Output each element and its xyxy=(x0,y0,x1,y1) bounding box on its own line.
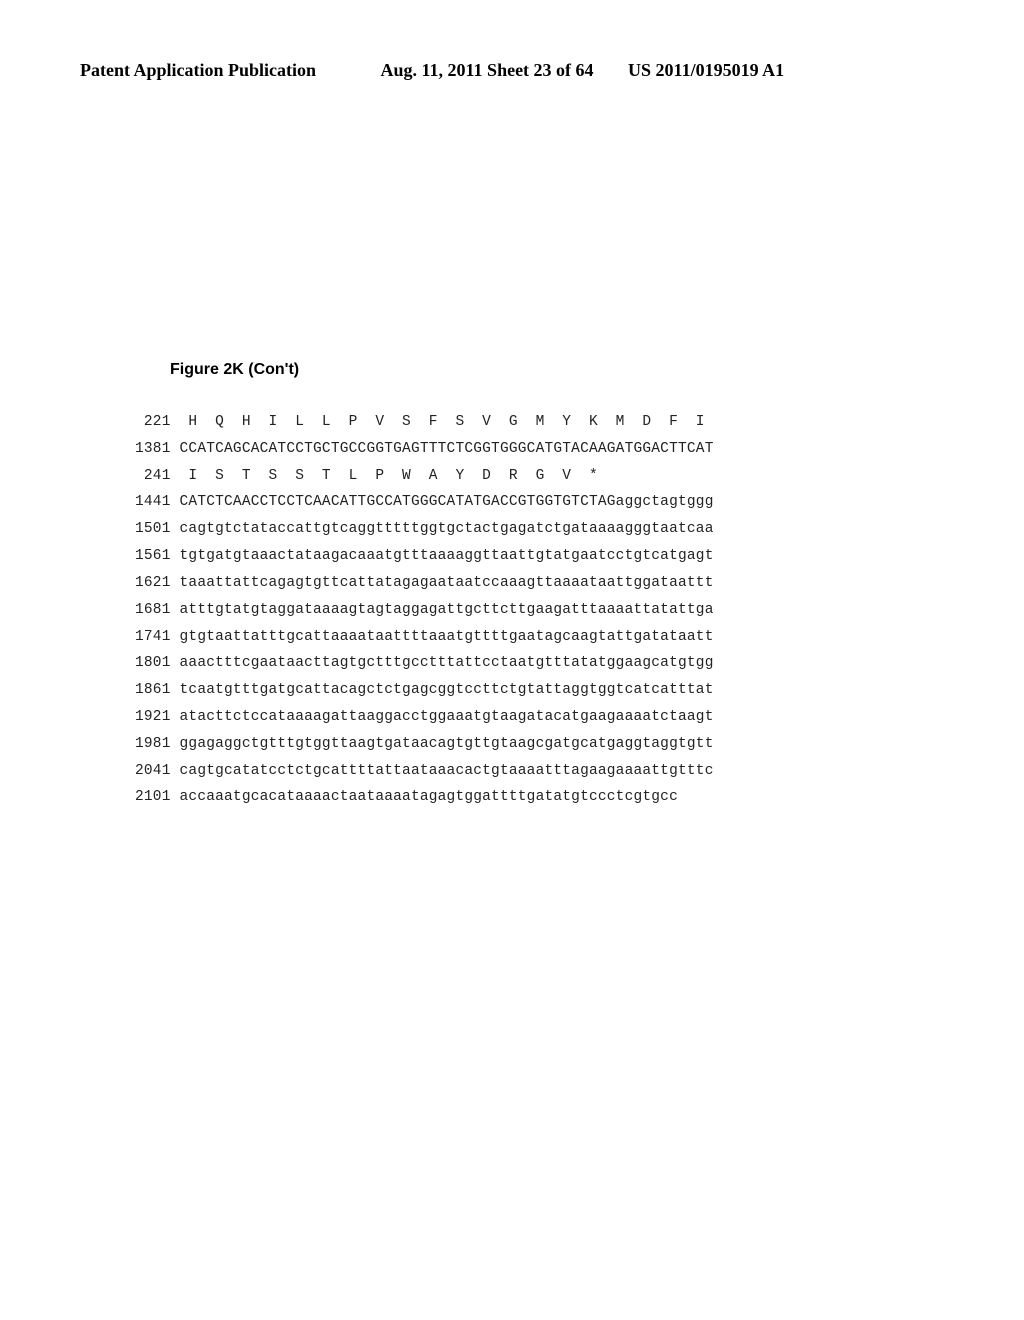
seq-row: 1441 CATCTCAACCTCCTCAACATTGCCATGGGCATATG… xyxy=(135,494,714,510)
seq-row: 2101 accaaatgcacataaaactaataaaatagagtgga… xyxy=(135,789,678,805)
figure-label: Figure 2K (Con't) xyxy=(170,361,944,379)
seq-row: 221 H Q H I L L P V S F S V G M Y K M D … xyxy=(135,414,705,430)
seq-row: 241 I S T S S T L P W A Y D R G V * xyxy=(135,468,598,484)
seq-row: 1981 ggagaggctgtttgtggttaagtgataacagtgtt… xyxy=(135,736,714,752)
page-container: Patent Application Publication Aug. 11, … xyxy=(0,0,1024,871)
seq-row: 1921 atacttctccataaaagattaaggacctggaaatg… xyxy=(135,709,714,725)
seq-row: 1861 tcaatgtttgatgcattacagctctgagcggtcct… xyxy=(135,682,714,698)
sequence-block: 221 H Q H I L L P V S F S V G M Y K M D … xyxy=(135,409,944,811)
seq-row: 1561 tgtgatgtaaactataagacaaatgtttaaaaggt… xyxy=(135,548,714,564)
seq-row: 1381 CCATCAGCACATCCTGCTGCCGGTGAGTTTCTCGG… xyxy=(135,441,714,457)
seq-row: 2041 cagtgcatatcctctgcattttattaataaacact… xyxy=(135,763,714,779)
seq-row: 1621 taaattattcagagtgttcattatagagaataatc… xyxy=(135,575,714,591)
header-left: Patent Application Publication xyxy=(80,60,316,81)
page-header: Patent Application Publication Aug. 11, … xyxy=(80,60,944,81)
seq-row: 1801 aaactttcgaataacttagtgctttgcctttattc… xyxy=(135,655,714,671)
header-center: Aug. 11, 2011 Sheet 23 of 64 xyxy=(381,60,594,81)
header-right: US 2011/0195019 A1 xyxy=(628,60,784,81)
seq-row: 1681 atttgtatgtaggataaaagtagtaggagattgct… xyxy=(135,602,714,618)
seq-row: 1501 cagtgtctataccattgtcaggtttttggtgctac… xyxy=(135,521,714,537)
seq-row: 1741 gtgtaattatttgcattaaaataattttaaatgtt… xyxy=(135,629,714,645)
